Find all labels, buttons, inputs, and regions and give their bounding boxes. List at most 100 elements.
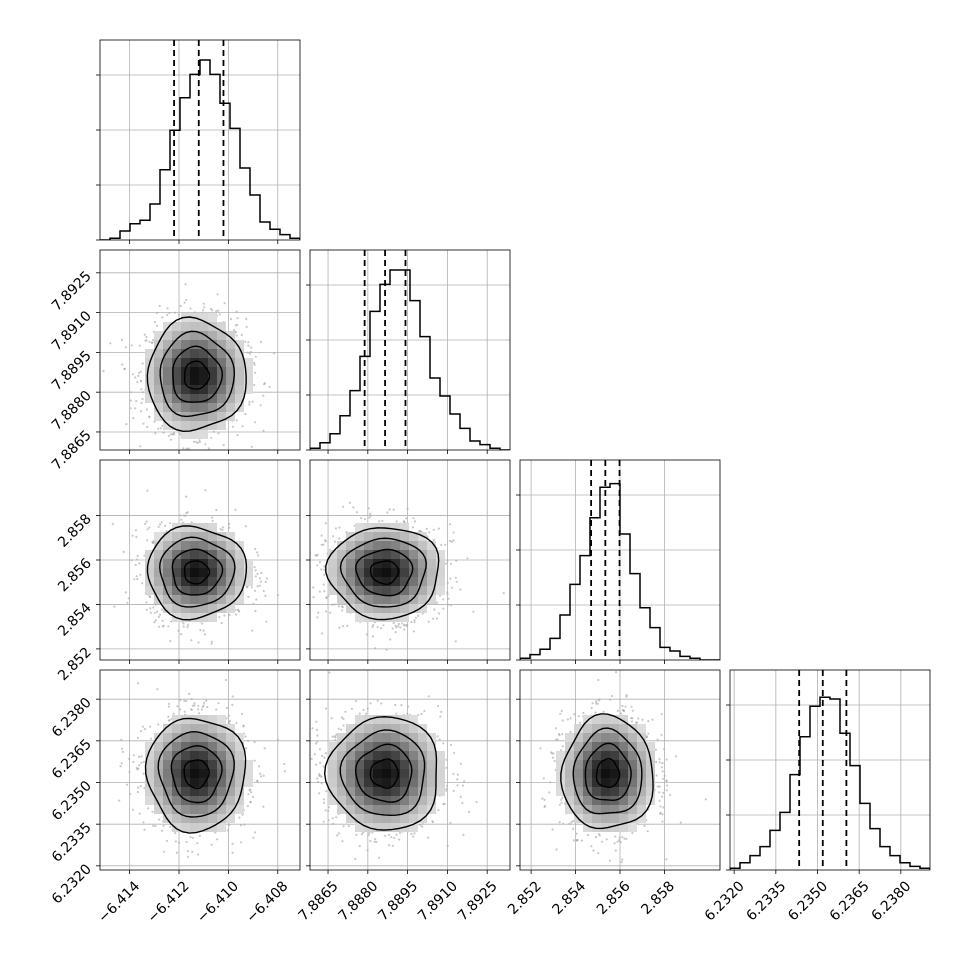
sample-point — [130, 344, 133, 347]
density-cell — [235, 778, 244, 787]
density-cell — [163, 577, 172, 586]
density-cell — [391, 523, 400, 532]
sample-point — [643, 824, 646, 828]
y-tick-label: 2.852 — [55, 644, 95, 684]
sample-point — [316, 734, 319, 737]
density-cell — [436, 787, 445, 796]
x-tick-label: 6.2380 — [868, 878, 914, 924]
sample-point — [199, 629, 202, 632]
sample-point — [153, 420, 156, 423]
sample-point — [561, 719, 564, 722]
sample-point — [561, 796, 564, 799]
density-cell — [373, 733, 382, 742]
sample-point — [358, 712, 361, 715]
density-cell — [244, 559, 253, 568]
sample-point — [137, 374, 140, 377]
sample-point — [167, 715, 170, 718]
sample-point — [138, 371, 141, 375]
density-cell — [373, 805, 382, 814]
sample-point — [558, 821, 561, 824]
y-tick-label: 7.8925 — [49, 268, 95, 314]
grid-1-1 — [310, 250, 510, 450]
sample-point — [646, 830, 649, 833]
sample-point — [328, 671, 331, 674]
density-cell — [565, 760, 574, 769]
sample-point — [236, 323, 239, 326]
sample-point — [661, 777, 665, 780]
density-cell — [583, 823, 592, 832]
sample-point — [229, 318, 233, 321]
density-cell — [181, 541, 190, 550]
sample-point — [166, 313, 169, 316]
density-cell — [610, 823, 619, 832]
sample-point — [397, 625, 400, 628]
density-cell — [190, 769, 199, 778]
density-cell — [145, 778, 154, 787]
density-cell — [355, 604, 364, 613]
sample-point — [251, 795, 254, 799]
density-cell — [382, 814, 391, 823]
x-tick-label: 7.8925 — [455, 878, 501, 924]
x-tick-label: 7.8880 — [335, 878, 381, 924]
sample-point — [189, 836, 192, 839]
density-cell — [226, 604, 235, 613]
density-cell — [346, 550, 355, 559]
density-cell — [226, 385, 235, 394]
density-cell — [400, 805, 409, 814]
density-cell — [418, 769, 427, 778]
sample-point — [168, 522, 172, 525]
sample-point — [330, 717, 333, 720]
sample-point — [410, 832, 413, 836]
sample-point — [323, 568, 326, 571]
density-cell — [190, 358, 199, 367]
density-cell — [226, 769, 235, 778]
sample-point — [193, 704, 196, 707]
density-cell — [427, 559, 436, 568]
sample-point — [145, 608, 148, 611]
sample-point — [445, 766, 448, 770]
density-cell — [163, 796, 172, 805]
sample-point — [262, 774, 265, 777]
sample-point — [312, 586, 315, 589]
density-cell — [391, 814, 400, 823]
density-cell — [382, 787, 391, 796]
sample-point — [449, 821, 452, 825]
density-cell — [574, 769, 583, 778]
x-tick-label: 2.856 — [594, 878, 634, 918]
density-cell — [208, 412, 217, 421]
density-cell — [217, 331, 226, 340]
sample-point — [146, 539, 149, 542]
sample-point — [654, 748, 658, 751]
sample-point — [374, 838, 377, 841]
sample-point — [541, 797, 544, 800]
sample-point — [325, 707, 328, 710]
sample-point — [432, 538, 435, 542]
density-cell — [391, 559, 400, 568]
density-cell — [373, 568, 382, 577]
density-cell — [556, 760, 565, 769]
sample-point — [124, 346, 127, 349]
sample-point — [394, 631, 397, 634]
density-cell — [337, 586, 346, 595]
sample-point — [400, 704, 403, 707]
density-cell — [610, 724, 619, 733]
density-cell — [637, 787, 646, 796]
density-cell — [181, 805, 190, 814]
density-cell — [436, 586, 445, 595]
sample-point — [192, 440, 195, 443]
sample-point — [324, 610, 328, 613]
sample-point — [248, 400, 251, 403]
sample-point — [156, 610, 159, 613]
density-cell — [592, 814, 601, 823]
density-cell — [190, 796, 199, 805]
sample-point — [244, 413, 247, 416]
density-cell — [199, 340, 208, 349]
sample-point — [413, 621, 416, 624]
sample-point — [315, 742, 318, 745]
density-cell — [592, 760, 601, 769]
density-cell — [163, 550, 172, 559]
density-cell — [391, 577, 400, 586]
density-cell — [409, 724, 418, 733]
sample-point — [428, 531, 431, 534]
sample-point — [575, 832, 578, 835]
